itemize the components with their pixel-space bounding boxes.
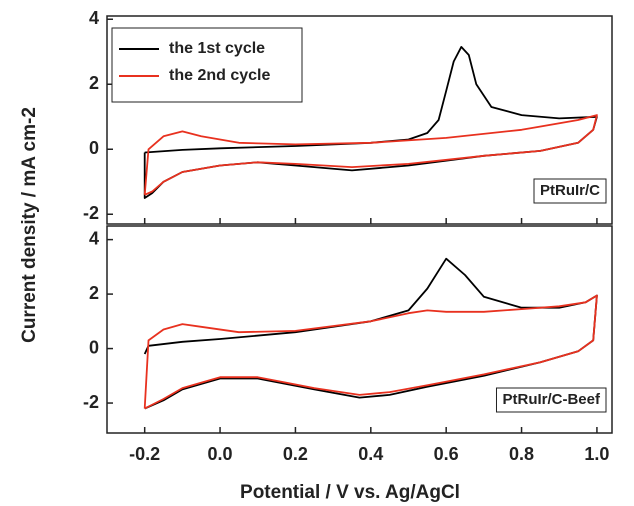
- cv-curve: [143, 257, 598, 410]
- y-tick-label: 0: [89, 337, 99, 357]
- legend-label: the 1st cycle: [169, 40, 265, 57]
- y-tick-label: 2: [89, 73, 99, 93]
- plot-frame: [106, 15, 613, 225]
- panel-label: PtRuIr/C-Beef: [502, 391, 601, 408]
- cv-curve: [143, 294, 598, 410]
- x-tick-label: -0.2: [129, 444, 160, 464]
- y-tick-label: 0: [89, 138, 99, 158]
- x-tick-label: 0.0: [208, 444, 233, 464]
- y-tick-label: 4: [89, 228, 99, 248]
- y-axis-label: Current density / mA cm-2: [19, 107, 40, 343]
- x-tick-label: 0.2: [283, 444, 308, 464]
- y-tick-label: -2: [83, 203, 99, 223]
- y-tick-label: 2: [89, 283, 99, 303]
- legend-label: the 2nd cycle: [169, 67, 270, 84]
- x-tick-label: 0.6: [434, 444, 459, 464]
- x-axis-label: Potential / V vs. Ag/AgCl: [240, 482, 460, 503]
- panel-label-box: [495, 387, 607, 413]
- cv-curve: [143, 114, 598, 196]
- panel-label-box: [533, 178, 607, 204]
- y-tick-label: 4: [89, 8, 99, 28]
- plot-frame: [106, 225, 613, 434]
- x-tick-label: 0.8: [509, 444, 534, 464]
- legend-box: [111, 27, 303, 103]
- x-tick-label: 0.4: [358, 444, 383, 464]
- panel-label: PtRuIr/C: [540, 182, 600, 199]
- x-tick-label: 1.0: [584, 444, 609, 464]
- y-tick-label: -2: [83, 392, 99, 412]
